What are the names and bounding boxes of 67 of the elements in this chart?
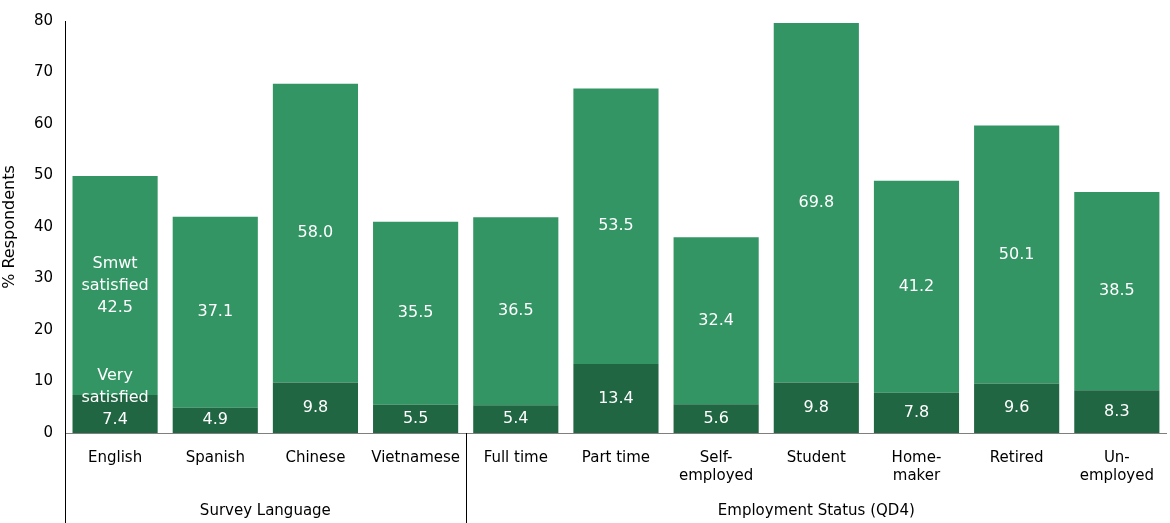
bar <box>473 217 559 406</box>
x-tick-label: Vietnamese <box>371 447 461 466</box>
data-label: 69.8 <box>798 191 835 211</box>
data-label: 9.8 <box>302 396 329 416</box>
data-label: 9.6 <box>1003 397 1030 417</box>
data-label: 7.4 <box>102 409 128 429</box>
bar <box>1074 191 1160 391</box>
bar <box>673 404 759 433</box>
data-label: 7.8 <box>903 402 930 422</box>
bar <box>873 392 960 433</box>
bar <box>974 125 1060 384</box>
bar <box>673 237 759 405</box>
data-label: 38.5 <box>1099 280 1135 300</box>
y-tick-label: 30 <box>33 268 53 287</box>
data-label: 35.5 <box>397 302 434 322</box>
data-label: 32.4 <box>698 309 734 329</box>
y-tick-label: 20 <box>33 319 53 338</box>
text: Survey Language <box>199 500 331 519</box>
bar <box>473 405 559 433</box>
bar <box>373 221 459 405</box>
bar <box>172 407 258 433</box>
x-tick-label: Home-maker <box>891 447 942 484</box>
bar <box>573 88 659 364</box>
x-tick-label: Spanish <box>185 447 245 466</box>
y-tick-label: 50 <box>33 165 53 184</box>
x-tick-label: Part time <box>581 447 651 466</box>
data-label: 5.4 <box>503 408 529 428</box>
data-label: 50.1 <box>998 243 1035 263</box>
series-label: Very satisfied <box>81 365 149 407</box>
data-label: 4.9 <box>202 409 228 429</box>
bar <box>974 383 1060 433</box>
x-tick-label: Chinese <box>285 447 346 466</box>
text: Employment Status (QD4) <box>717 500 915 519</box>
x-tick-label: Full time <box>483 447 548 466</box>
data-label: 8.3 <box>1104 400 1130 420</box>
bar <box>272 83 359 383</box>
bar <box>873 180 960 393</box>
data-label: 42.5 <box>97 296 133 316</box>
x-tick-label: Self-employed <box>678 447 754 484</box>
data-label: 58.0 <box>297 222 334 242</box>
data-label: 53.5 <box>598 215 634 235</box>
bar <box>773 382 859 433</box>
x-tick-label: Retired <box>989 447 1044 466</box>
data-label: 36.5 <box>497 300 534 320</box>
series-label: Smwt satisfied <box>81 252 149 294</box>
data-label: 37.1 <box>197 301 234 321</box>
y-tick-label: 70 <box>33 62 53 81</box>
y-axis-title: % Respondents <box>0 165 18 289</box>
y-tick-label: 10 <box>33 371 53 390</box>
bar <box>573 363 659 433</box>
bar <box>172 216 258 408</box>
y-tick-label: 60 <box>33 113 53 132</box>
bar <box>373 404 459 433</box>
bar <box>272 382 359 433</box>
bar <box>1074 390 1160 433</box>
data-label: 5.5 <box>402 407 429 427</box>
data-label: 41.2 <box>898 275 935 295</box>
bar <box>773 23 859 383</box>
x-tick-label: Student <box>786 447 846 466</box>
data-label: 5.6 <box>703 407 729 427</box>
x-tick-label: English <box>88 447 143 466</box>
y-tick-label: 80 <box>33 10 53 29</box>
y-tick-label: 0 <box>43 422 53 441</box>
data-label: 13.4 <box>598 387 634 407</box>
y-tick-label: 40 <box>33 216 53 235</box>
x-tick-label: Un-employed <box>1079 447 1155 484</box>
data-label: 9.8 <box>803 396 830 416</box>
